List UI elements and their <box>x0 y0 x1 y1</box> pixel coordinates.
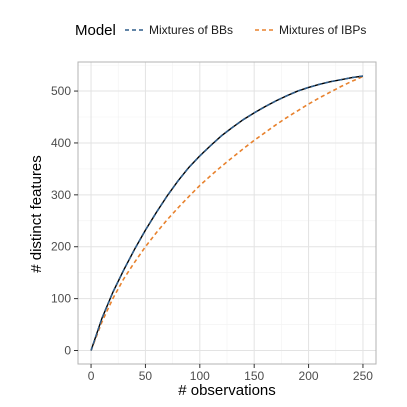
y-tick-label: 300 <box>51 188 71 202</box>
y-tick-label: 500 <box>51 84 71 98</box>
x-tick-label: 100 <box>190 369 210 383</box>
y-axis: 0 100 200 300 400 500 <box>51 84 78 358</box>
legend-label: Mixtures of IBPs <box>279 23 366 37</box>
panel-border <box>77 61 377 365</box>
x-axis: 0 50 100 150 200 250 <box>88 364 373 383</box>
series-layer <box>90 75 364 351</box>
y-tick-label: 400 <box>51 136 71 150</box>
y-tick-label: 100 <box>51 292 71 306</box>
x-tick-label: 250 <box>353 369 373 383</box>
legend-title: Model <box>75 22 116 39</box>
y-tick-label: 200 <box>51 240 71 254</box>
series-line-bb <box>90 75 364 351</box>
legend-label: Mixtures of BBs <box>149 23 233 37</box>
y-tick-label: 0 <box>64 344 71 358</box>
x-axis-title: # observations <box>178 382 276 399</box>
grid <box>78 62 376 364</box>
x-tick-label: 200 <box>299 369 319 383</box>
x-tick-label: 0 <box>88 369 95 383</box>
series-line-ibp <box>90 75 364 351</box>
x-tick-label: 50 <box>139 369 153 383</box>
x-tick-label: 150 <box>244 369 264 383</box>
legend: Model Mixtures of BBs Mixtures of IBPs <box>75 22 366 39</box>
y-axis-title: # distinct features <box>28 155 45 273</box>
